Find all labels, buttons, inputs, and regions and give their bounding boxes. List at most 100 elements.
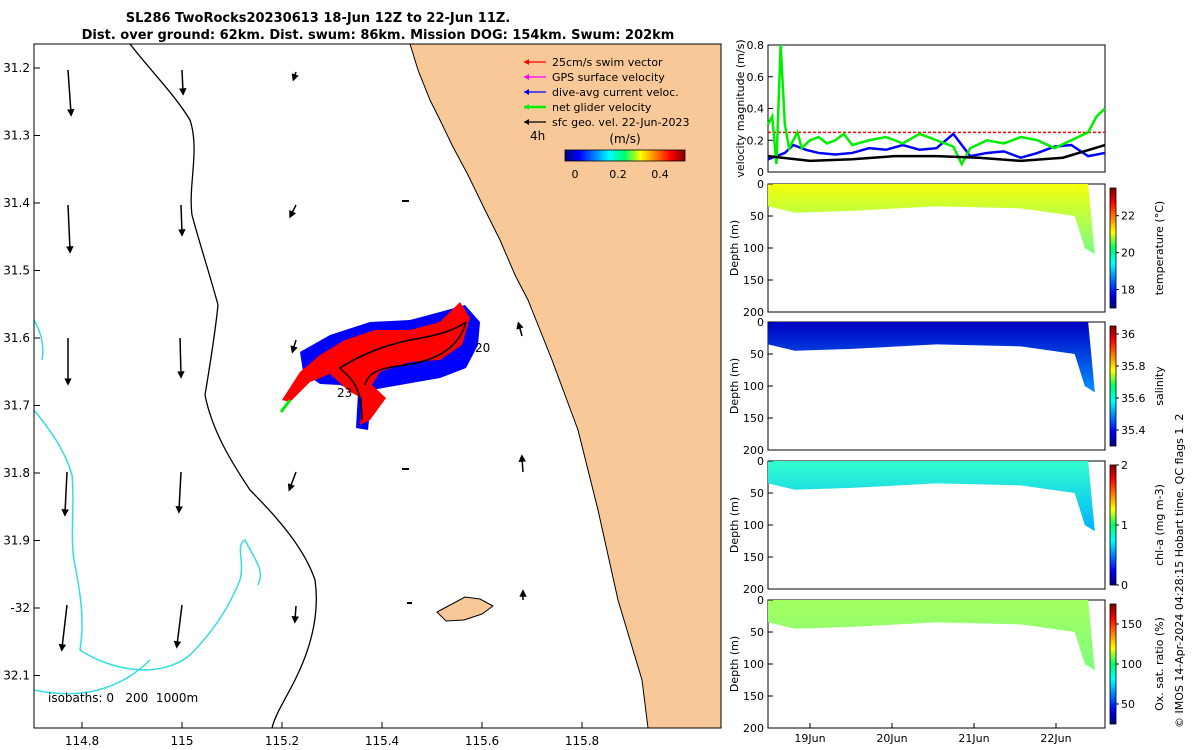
section-ytick-label: 0 xyxy=(757,178,764,191)
section-data-fill xyxy=(768,461,1095,532)
lon-tick-label: 115 xyxy=(171,734,194,748)
colorbar-label: salinity xyxy=(1153,366,1166,406)
lat-axis: 31.2 31.3 31.4 31.5 31.6 31.7 31.8 31.9 -32 32.1 xyxy=(3,61,40,683)
velocity-ylabel: velocity magnitude (m/s) xyxy=(734,39,747,177)
section-ytick-label: 150 xyxy=(743,412,764,425)
section-panel: 0 50 100 150 200 Depth (m) 50 100 150 Ox. sat. ra… xyxy=(728,594,1166,745)
time-tick-label: 21Jun xyxy=(958,732,989,745)
velocity-series-line xyxy=(766,44,1106,167)
point-label-4h: 4h xyxy=(530,129,545,143)
land-island xyxy=(436,596,494,622)
legend-label: net glider velocity xyxy=(552,101,652,114)
isobath-1000-c xyxy=(34,659,151,695)
velocity-ytick-label: 0.6 xyxy=(747,71,765,84)
footer-credit: © IMOS 14-Apr-2024 04:28:15 Hobart time.… xyxy=(1173,414,1186,728)
geo-arrow xyxy=(516,321,524,337)
lat-tick-label: 32.1 xyxy=(3,669,30,683)
section-ytick-label: 200 xyxy=(743,444,764,457)
time-tick-label: 19Jun xyxy=(794,732,825,745)
section-ytick-label: 50 xyxy=(750,348,764,361)
velocity-ytick-label: 0 xyxy=(757,166,764,179)
velocity-ytick-label: 0.2 xyxy=(747,134,765,147)
colorbar-tick-label: 1 xyxy=(1121,519,1128,532)
lat-tick-label: 31.6 xyxy=(3,331,30,345)
section-ytick-label: 0 xyxy=(757,316,764,329)
isobath-1000-b xyxy=(34,409,262,671)
velocity-ytick-label: 0.4 xyxy=(747,103,765,116)
lon-tick-label: 115.4 xyxy=(365,734,399,748)
speed-colorbar xyxy=(564,149,686,162)
geo-arrow xyxy=(291,71,299,82)
swim-vectors xyxy=(282,302,470,425)
legend-label: GPS surface velocity xyxy=(552,71,665,84)
legend-label: sfc geo. vel. 22-Jun-2023 xyxy=(552,116,689,129)
section-ytick-label: 0 xyxy=(757,455,764,468)
colorbar-label: temperature (°C) xyxy=(1153,201,1166,295)
geo-arrow xyxy=(179,69,187,96)
section-ytick-label: 100 xyxy=(743,519,764,532)
geo-arrow xyxy=(291,605,300,624)
track-map: 25cm/s swim vector GPS surface velocity di… xyxy=(3,43,722,748)
section-ytick-label: 200 xyxy=(743,306,764,319)
section-ytick-label: 150 xyxy=(743,274,764,287)
title-line2: Dist. over ground: 62km. Dist. swum: 86k… xyxy=(82,28,675,43)
section-ytick-label: 50 xyxy=(750,210,764,223)
section-ytick-label: 50 xyxy=(750,626,764,639)
section-ytick-label: 200 xyxy=(743,722,764,735)
geo-arrow xyxy=(518,454,527,473)
geo-arrow xyxy=(61,471,69,517)
colorbar-tick-label: 0 xyxy=(1121,579,1128,592)
time-tick-label: 20Jun xyxy=(876,732,907,745)
lon-tick-label: 115.2 xyxy=(265,734,299,748)
section-panel: 0 50 100 150 200 Depth (m) 0 1 2 chl-a (mg m-3) xyxy=(728,455,1166,596)
section-ylabel: Depth (m) xyxy=(728,220,741,276)
time-tick-label: 22Jun xyxy=(1040,732,1071,745)
colorbar-tick-label: 36 xyxy=(1121,328,1135,341)
colorbar-label: Ox. sat. ratio (%) xyxy=(1153,617,1166,711)
colorbar-tick-label: 35.6 xyxy=(1121,392,1146,405)
section-panel: 0 50 100 150 200 Depth (m) 18 20 22 temperature (… xyxy=(728,178,1166,319)
speed-tick-2: 0.4 xyxy=(651,168,669,181)
isobath-200-east xyxy=(129,44,317,728)
point-label-23: 23 xyxy=(337,386,352,400)
lon-tick-label: 115.6 xyxy=(465,734,499,748)
section-ytick-label: 200 xyxy=(743,583,764,596)
section-ytick-label: 0 xyxy=(757,594,764,607)
isobath-1000 xyxy=(34,319,44,361)
section-ylabel: Depth (m) xyxy=(728,358,741,414)
net-velocity xyxy=(279,399,292,413)
colorbar-tick-label: 2 xyxy=(1121,459,1128,472)
velocity-series-line xyxy=(767,132,1106,161)
title-line1: SL286 TwoRocks20230613 18-Jun 12Z to 22-… xyxy=(126,11,511,26)
section-ytick-label: 100 xyxy=(743,242,764,255)
colorbar-tick-label: 150 xyxy=(1121,618,1142,631)
land-mainland xyxy=(409,44,721,728)
legend-arrowhead xyxy=(524,119,529,125)
lat-tick-label: 31.2 xyxy=(3,61,30,75)
colorbar-tick-label: 18 xyxy=(1121,284,1135,297)
map-frame xyxy=(33,43,722,729)
velocity-axes xyxy=(767,44,1106,173)
section-colorbar xyxy=(1109,603,1117,725)
lon-axis: 114.8 115 115.2 115.4 115.6 115.8 xyxy=(65,722,599,748)
lat-tick-label: -32 xyxy=(10,601,30,615)
colorbar-tick-label: 20 xyxy=(1121,247,1135,260)
colorbar-tick-label: 50 xyxy=(1121,698,1135,711)
section-ytick-label: 50 xyxy=(750,487,764,500)
legend-arrowhead xyxy=(524,89,529,95)
geo-arrow xyxy=(289,204,297,219)
section-ylabel: Depth (m) xyxy=(728,636,741,692)
legend-label: 25cm/s swim vector xyxy=(552,56,663,69)
lat-tick-label: 31.7 xyxy=(3,399,30,413)
legend-arrowhead xyxy=(524,74,529,80)
section-colorbar xyxy=(1109,325,1117,447)
velocity-ytick-label: 0.8 xyxy=(747,39,765,52)
section-data-fill xyxy=(768,322,1095,393)
geo-dots xyxy=(402,200,412,604)
geo-arrow xyxy=(177,337,185,379)
section-data-fill xyxy=(768,600,1095,671)
colorbar-tick-label: 35.4 xyxy=(1121,424,1146,437)
